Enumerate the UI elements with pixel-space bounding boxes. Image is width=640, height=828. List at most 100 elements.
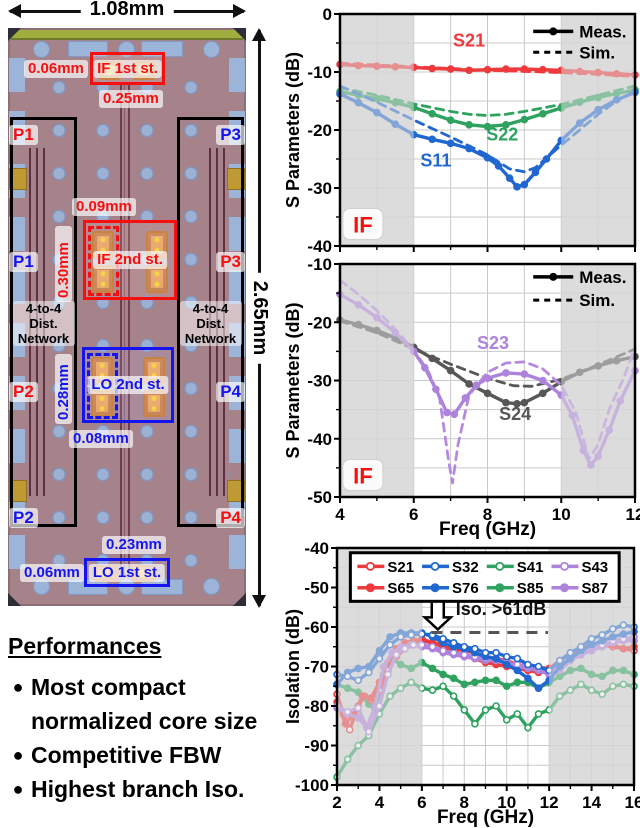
svg-text:S21: S21 (453, 30, 485, 50)
svg-text:S22: S22 (486, 124, 518, 144)
die-photo: 4-to-4 Dist. Network 4-to-4 Dist. Networ… (8, 28, 246, 606)
svg-text:Freq (GHz): Freq (GHz) (437, 807, 534, 828)
svg-text:10: 10 (497, 793, 516, 812)
port-label-p3: P3 (216, 252, 245, 272)
svg-text:2: 2 (332, 793, 341, 812)
svg-text:16: 16 (625, 793, 640, 812)
svg-text:-40: -40 (304, 540, 329, 558)
svg-text:6: 6 (409, 505, 418, 524)
dist-network-left: 4-to-4 Dist. Network (10, 117, 77, 527)
dist-network-right-label: 4-to-4 Dist. Network (179, 301, 242, 346)
svg-text:-20: -20 (307, 121, 332, 140)
svg-text:S23: S23 (477, 333, 509, 353)
performance-panel: Performances ● Most compact normalized co… (5, 633, 291, 806)
lo-1st-stage-box: LO 1st st. (84, 558, 170, 587)
svg-text:-90: -90 (304, 737, 329, 756)
if-2nd-stage-label: IF 2nd st. (93, 251, 167, 269)
transmission-line (124, 84, 125, 576)
if2-width-dim: 0.09mm (72, 198, 136, 216)
svg-text:S65: S65 (387, 580, 414, 597)
branch-isolation-chart: 2 4 6 8 10 12 14 16 -40 -50 -60 -70 -80 -90 -100 Isolat… (283, 540, 640, 828)
if-1st-stage-box: IF 1st st. (90, 52, 165, 85)
die-width-label: 1.08mm (80, 0, 174, 21)
svg-text:10: 10 (552, 505, 571, 524)
if-1st-stage-label: IF 1st st. (93, 59, 162, 78)
svg-text:14: 14 (582, 793, 601, 812)
transmission-line (128, 84, 130, 576)
svg-text:8: 8 (460, 793, 469, 812)
performance-title: Performances (8, 633, 162, 659)
svg-text:4: 4 (375, 793, 385, 812)
svg-text:8: 8 (483, 505, 492, 524)
svg-text:-10: -10 (307, 63, 332, 82)
svg-text:IF: IF (353, 213, 373, 238)
svg-text:12: 12 (540, 793, 559, 812)
svg-text:12: 12 (626, 505, 640, 524)
svg-text:S85: S85 (517, 580, 544, 597)
transistor-cell (143, 390, 165, 417)
lo-2nd-stage-box: LO 2nd st. (82, 347, 174, 423)
svg-text:-20: -20 (307, 313, 332, 332)
list-item: ● Competitive FBW (5, 738, 291, 772)
die-corner (8, 593, 21, 606)
transistor-cell (146, 265, 168, 293)
lo2-height-dim: 0.28mm (55, 354, 72, 424)
svg-text:-70: -70 (304, 658, 329, 677)
if2-height-dim: 0.30mm (55, 226, 72, 302)
svg-text:S41: S41 (517, 559, 544, 576)
port-label-p3: P3 (216, 125, 245, 145)
svg-text:-40: -40 (307, 430, 332, 449)
svg-text:-50: -50 (304, 579, 329, 598)
svg-text:6: 6 (417, 793, 426, 812)
list-item: ● Highest branch Iso. (5, 772, 291, 806)
die-width-dimension: 1.08mm (8, 0, 246, 22)
gold-pad (227, 168, 245, 190)
svg-text:-30: -30 (307, 179, 332, 198)
svg-text:-40: -40 (307, 237, 332, 252)
die-height-label: 2.65mm (248, 272, 271, 364)
svg-text:S24: S24 (499, 404, 531, 424)
svg-text:-100: -100 (295, 776, 329, 795)
svg-text:Sim.: Sim. (579, 43, 615, 62)
svg-text:S32: S32 (452, 559, 479, 576)
die-corner (233, 28, 246, 41)
port-label-p2: P2 (9, 508, 38, 528)
svg-text:IF: IF (353, 463, 373, 488)
svg-text:S21: S21 (387, 559, 414, 576)
bullet-icon: ● (12, 779, 24, 799)
list-item: ● Most compact normalized core size (5, 670, 291, 738)
port-label-p2: P2 (9, 382, 38, 402)
svg-text:S43: S43 (581, 559, 608, 576)
svg-text:S11: S11 (420, 151, 451, 171)
dist-network-right: 4-to-4 Dist. Network (177, 117, 244, 527)
svg-text:-80: -80 (304, 697, 329, 716)
svg-text:S87: S87 (581, 580, 608, 597)
svg-text:0: 0 (323, 5, 332, 24)
lo-1st-stage-label: LO 1st st. (88, 563, 166, 582)
if1-width-dim: 0.25mm (99, 90, 163, 108)
lo1-width-dim: 0.23mm (102, 536, 166, 554)
die-corner (233, 593, 246, 606)
arrow-right-icon (233, 4, 246, 18)
arrow-left-icon (8, 4, 21, 18)
lo-2nd-stage-label: LO 2nd st. (87, 376, 169, 394)
probe-pad (203, 578, 220, 595)
svg-text:S Parameters (dB): S Parameters (dB) (283, 302, 303, 458)
svg-text:S Parameters (dB): S Parameters (dB) (283, 52, 303, 208)
svg-text:-60: -60 (304, 618, 329, 637)
die-corner (8, 28, 21, 41)
svg-text:4: 4 (335, 505, 345, 524)
arrow-down-icon (252, 595, 266, 608)
performance-list: ● Most compact normalized core size ● Comp… (5, 670, 291, 806)
dist-network-left-label: 4-to-4 Dist. Network (12, 301, 75, 346)
if-2nd-stage-box: IF 2nd st. (83, 220, 177, 300)
probe-pad (33, 41, 50, 58)
svg-text:Sim.: Sim. (579, 291, 615, 310)
port-label-p4: P4 (216, 382, 245, 402)
die-seal-ring (11, 30, 243, 40)
svg-text:Meas.: Meas. (579, 22, 626, 41)
bullet-icon: ● (12, 677, 24, 697)
if1-gap-dim: 0.06mm (24, 60, 88, 78)
if-isolation-chart: 4 6 8 10 12 -10 -20 -30 -40 -50 S Parameters (dB) F… (283, 252, 640, 540)
